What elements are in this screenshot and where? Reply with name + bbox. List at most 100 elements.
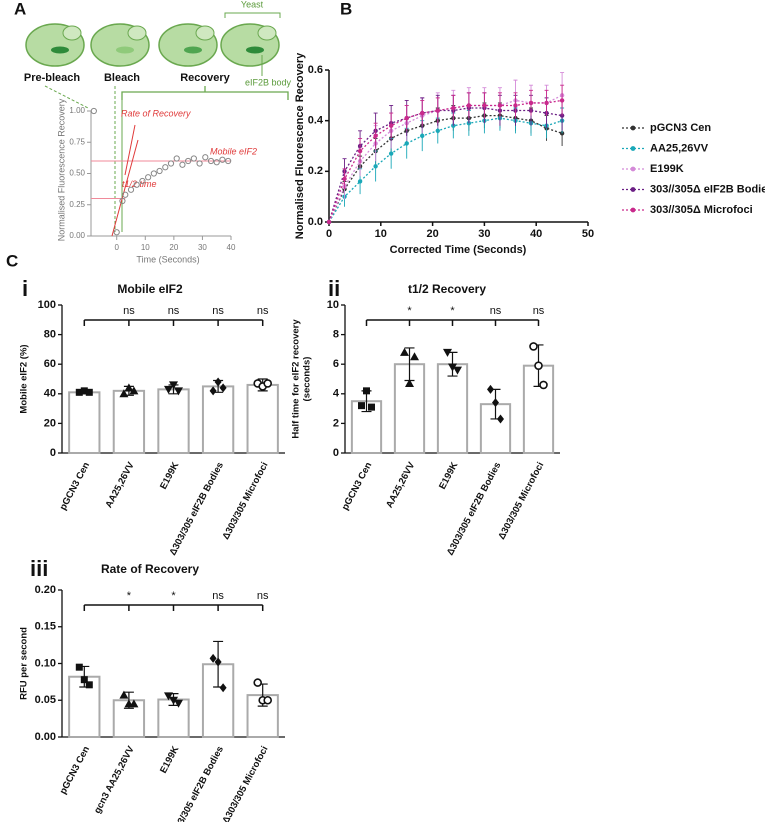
point: [373, 133, 378, 139]
point: [225, 157, 232, 165]
point: [85, 388, 93, 396]
point: [388, 123, 394, 128]
point: [420, 133, 425, 139]
y-tick-label: 0.25: [69, 200, 85, 209]
diagram-label: Bleach: [104, 72, 140, 84]
chart-title: Mobile eIF2: [117, 282, 183, 296]
panel-label: iii: [30, 556, 48, 581]
significance-label: *: [127, 590, 132, 602]
point: [405, 378, 414, 387]
legend-label: 303//305Δ Microfoci: [650, 204, 753, 216]
x-tick-label: Δ303/305 Microfoci: [496, 460, 546, 541]
point: [326, 219, 332, 225]
legend-label: pGCN3 Cen: [650, 122, 711, 134]
point: [435, 108, 440, 113]
x-axis-label: Corrected Time (Seconds): [390, 244, 527, 256]
bar: [112, 389, 146, 454]
panel-label: B: [340, 0, 352, 18]
point: [263, 379, 273, 388]
y-tick-label: 0.75: [69, 137, 85, 146]
panel-label: C: [6, 251, 18, 270]
x-tick-label: AA25,26VV: [104, 460, 138, 510]
significance-label: *: [450, 305, 455, 317]
cell-diagram: [25, 12, 289, 232]
point: [482, 103, 487, 108]
point: [80, 387, 88, 395]
series-line: [328, 107, 563, 223]
point: [169, 381, 178, 390]
point: [174, 699, 183, 708]
significance-label: ns: [257, 590, 269, 602]
point: [185, 157, 192, 165]
x-tick-label: Δ303/305 Microfoci: [220, 460, 270, 541]
x-tick-label: pGCN3 Cen: [58, 744, 93, 796]
diagram-label: Pre-bleach: [24, 72, 81, 84]
bar: [436, 363, 469, 455]
legend-marker: [630, 207, 636, 213]
point: [209, 386, 217, 396]
point: [164, 692, 173, 701]
point: [263, 695, 273, 705]
point: [219, 683, 227, 693]
y-axis-label: RFU per second: [19, 627, 30, 700]
x-tick-label: 20: [426, 228, 438, 240]
point: [150, 170, 157, 177]
point: [453, 366, 462, 375]
point: [164, 385, 173, 394]
x-tick-label: 40: [227, 243, 236, 252]
legend-label: AA25,26VV: [650, 142, 709, 154]
point: [173, 155, 180, 162]
point: [466, 103, 472, 108]
y-tick-label: 40: [44, 388, 56, 400]
chart-title: t1/2 Recovery: [408, 282, 486, 296]
x-tick-label: E199K: [158, 744, 181, 775]
point: [559, 113, 565, 118]
point: [528, 100, 534, 106]
legend-label: E199K: [650, 163, 684, 175]
point: [368, 403, 375, 411]
point: [75, 388, 83, 396]
y-tick-label: 0: [50, 447, 56, 459]
point: [190, 155, 197, 162]
point: [373, 164, 378, 169]
point: [139, 177, 146, 185]
point: [534, 361, 543, 370]
point: [219, 383, 227, 393]
y-tick-label: 4: [333, 388, 340, 400]
x-tick-label: 0: [114, 243, 119, 252]
point: [214, 657, 222, 667]
diagram-label: eIF2B body: [245, 77, 292, 87]
legend-marker: [630, 146, 636, 151]
point: [129, 699, 139, 708]
point: [127, 186, 135, 193]
point: [544, 100, 549, 106]
series-line: [328, 94, 563, 223]
y-axis-label: (seconds): [302, 357, 313, 402]
series-line: [328, 117, 563, 223]
point: [156, 167, 163, 175]
point: [388, 151, 394, 156]
series-line: [328, 99, 563, 223]
bar: [157, 388, 190, 454]
point: [169, 696, 178, 705]
point: [410, 352, 419, 361]
significance-label: ns: [490, 305, 502, 317]
y-tick-label: 20: [44, 417, 56, 429]
point: [75, 663, 83, 671]
point: [209, 653, 217, 663]
point: [420, 110, 425, 116]
x-tick-label: E199K: [158, 460, 181, 491]
point: [497, 103, 503, 108]
x-tick-label: 50: [582, 228, 594, 240]
y-tick-label: 10: [327, 299, 339, 311]
point: [358, 402, 365, 410]
legend-marker: [630, 125, 636, 131]
x-tick-label: 20: [169, 243, 178, 252]
point: [113, 229, 120, 236]
y-tick-label: 0.00: [35, 731, 56, 743]
y-tick-label: 0.0: [308, 216, 323, 228]
point: [80, 676, 88, 684]
legend-label: 303//305Δ eIF2B Bodies: [650, 183, 765, 195]
point: [492, 398, 499, 408]
bar: [246, 383, 279, 455]
